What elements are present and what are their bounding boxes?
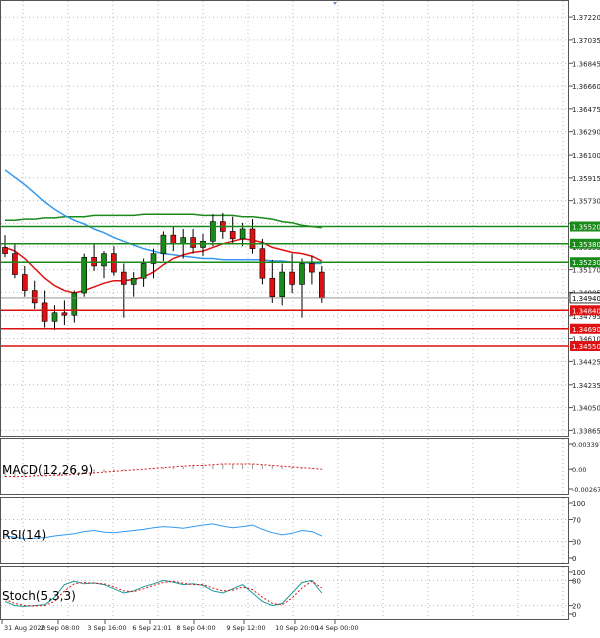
candle-up: [210, 221, 216, 242]
candle-up: [279, 271, 286, 298]
main-y-tick-label: 1.35915: [572, 175, 600, 183]
rsi-title: RSI(14): [2, 528, 46, 542]
level-price-label: 1.35230: [572, 259, 600, 267]
level-price-label: 1.34690: [572, 326, 600, 334]
candle-down: [31, 290, 38, 304]
x-tick-label: 8 Sep 04:00: [176, 624, 215, 632]
level-price-label: 1.35520: [572, 224, 600, 232]
stoch-y-tick-label: 0: [572, 611, 576, 619]
candle-up: [150, 253, 157, 264]
x-tick-label: 2 Sep 08:00: [40, 624, 79, 632]
level-price-label: 1.34840: [572, 307, 600, 315]
main-y-tick-label: 1.37035: [572, 37, 600, 45]
candle-down: [249, 228, 256, 249]
stoch-y-tick-label: 80: [572, 577, 581, 585]
rsi-y-tick-label: 0: [572, 555, 576, 563]
sma-green-line: [5, 213, 322, 229]
main-y-tick-label: 1.34795: [572, 313, 600, 321]
candle-down: [318, 271, 325, 299]
level-price-tag: [570, 323, 600, 334]
rsi-panel-frame: [0, 497, 569, 564]
candle-up: [101, 253, 107, 267]
candle-down: [12, 253, 18, 275]
main-panel-frame: [0, 0, 569, 437]
level-price-tag: [570, 305, 600, 316]
stoch-y-tick-label: 20: [572, 603, 581, 611]
current-price-label: 1.34940: [572, 295, 600, 303]
macd-signal-line: [5, 463, 322, 478]
current-price-tag: [569, 292, 600, 304]
main-y-tick-label: 1.36290: [572, 129, 600, 137]
level-price-tag: [570, 221, 600, 232]
main-y-tick-label: 1.37220: [572, 14, 600, 22]
candle-up: [81, 257, 87, 294]
candle-up: [299, 263, 305, 285]
stoch-panel-frame: [0, 566, 569, 620]
candle-down: [61, 312, 68, 316]
candle-up: [130, 277, 137, 285]
macd-y-tick-label: -0.002678: [572, 486, 600, 494]
candle-down: [229, 231, 236, 240]
candle-up: [71, 292, 78, 316]
macd-y-tick-label: 0.00: [572, 466, 586, 474]
candle-up: [51, 312, 58, 322]
level-price-tag: [570, 341, 600, 351]
rsi-line: [4, 523, 323, 540]
candle-down: [269, 277, 276, 298]
candle-down: [2, 247, 8, 254]
macd-y-tick-label: 0.003397: [572, 441, 600, 449]
stoch-y-tick-label: 100: [572, 569, 585, 577]
rsi-y-tick-label: 70: [572, 517, 581, 525]
main-y-tick-label: 1.34610: [572, 336, 600, 344]
stoch-k-line: [4, 579, 323, 607]
level-price-label: 1.35380: [572, 241, 600, 249]
x-tick-label: 9 Sep 12:00: [226, 624, 265, 632]
x-tick-label: 10 Sep 20:00: [275, 624, 318, 632]
candle-down: [21, 274, 28, 291]
main-y-tick-label: 1.35170: [572, 267, 600, 275]
main-y-tick-label: 1.34235: [572, 382, 600, 390]
main-y-tick-label: 1.36660: [572, 83, 600, 91]
candle-up: [180, 237, 186, 245]
main-y-tick-label: 1.35730: [572, 198, 600, 206]
level-price-label: 1.34550: [572, 343, 600, 351]
level-price-tag: [570, 238, 600, 249]
x-tick-label: 3 Sep 16:00: [87, 624, 126, 632]
main-y-tick-label: 1.36475: [572, 106, 600, 114]
candle-up: [140, 263, 147, 279]
main-y-tick-label: 1.34050: [572, 405, 600, 413]
candle-down: [170, 234, 177, 245]
candle-up: [239, 228, 246, 240]
rsi-y-tick-label: 30: [572, 539, 581, 547]
stoch-d-line: [4, 580, 323, 607]
candle-down: [41, 302, 48, 322]
candle-down: [309, 263, 315, 273]
candle-down: [190, 237, 196, 248]
level-price-tag: [570, 257, 600, 268]
x-tick-label: 6 Sep 21:01: [132, 624, 171, 632]
main-y-tick-label: 1.34425: [572, 358, 600, 366]
candle-down: [259, 248, 266, 279]
candle-down: [121, 271, 127, 285]
sma-red-line: [4, 238, 323, 294]
rsi-y-tick-label: 100: [572, 500, 585, 508]
candle-down: [289, 271, 295, 285]
main-y-tick-label: 1.33865: [572, 427, 600, 435]
macd-title: MACD(12,26,9): [2, 463, 93, 477]
x-tick-label: 31 Aug 2020: [4, 624, 46, 632]
main-y-tick-label: 1.36100: [572, 152, 600, 160]
stoch-title: Stoch(5,3,3): [2, 589, 76, 603]
main-y-tick-label: 1.36845: [572, 60, 600, 68]
scroll-marker-icon: [333, 2, 337, 5]
x-tick-label: 14 Sep 00:00: [315, 624, 358, 632]
